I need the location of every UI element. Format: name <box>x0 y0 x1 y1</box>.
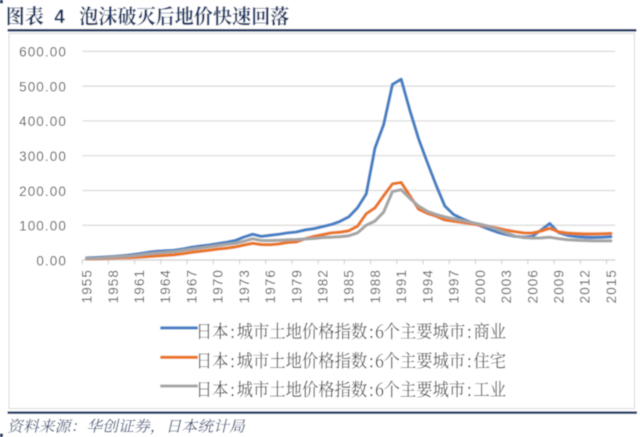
svg-text:2012: 2012 <box>578 269 593 303</box>
svg-text:1994: 1994 <box>420 269 435 303</box>
svg-text:1967: 1967 <box>184 269 199 303</box>
svg-text:1979: 1979 <box>289 269 304 303</box>
svg-text:1985: 1985 <box>342 269 357 303</box>
svg-text:2009: 2009 <box>551 269 566 303</box>
svg-text:1991: 1991 <box>394 269 409 303</box>
svg-text:500.00: 500.00 <box>19 79 67 94</box>
svg-text:600.00: 600.00 <box>19 45 67 60</box>
svg-text:1976: 1976 <box>263 269 278 303</box>
svg-text:2006: 2006 <box>525 269 540 303</box>
svg-text:2015: 2015 <box>604 269 619 303</box>
svg-text:0.00: 0.00 <box>36 253 67 268</box>
svg-text:1958: 1958 <box>106 269 121 303</box>
svg-text:1970: 1970 <box>211 269 226 303</box>
svg-text:1988: 1988 <box>368 269 383 303</box>
svg-text:1997: 1997 <box>447 269 462 303</box>
svg-text:2000: 2000 <box>473 269 488 303</box>
svg-text:300.00: 300.00 <box>19 149 67 164</box>
svg-text:1964: 1964 <box>158 269 173 303</box>
svg-text:1982: 1982 <box>316 269 331 303</box>
svg-text:200.00: 200.00 <box>19 184 67 199</box>
svg-text:100.00: 100.00 <box>19 219 67 234</box>
svg-text:2003: 2003 <box>499 269 514 303</box>
svg-text:400.00: 400.00 <box>19 114 67 129</box>
svg-text:4: 4 <box>54 7 65 28</box>
svg-text:1961: 1961 <box>132 269 147 303</box>
svg-text:1973: 1973 <box>237 269 252 303</box>
svg-text:1955: 1955 <box>80 269 95 303</box>
